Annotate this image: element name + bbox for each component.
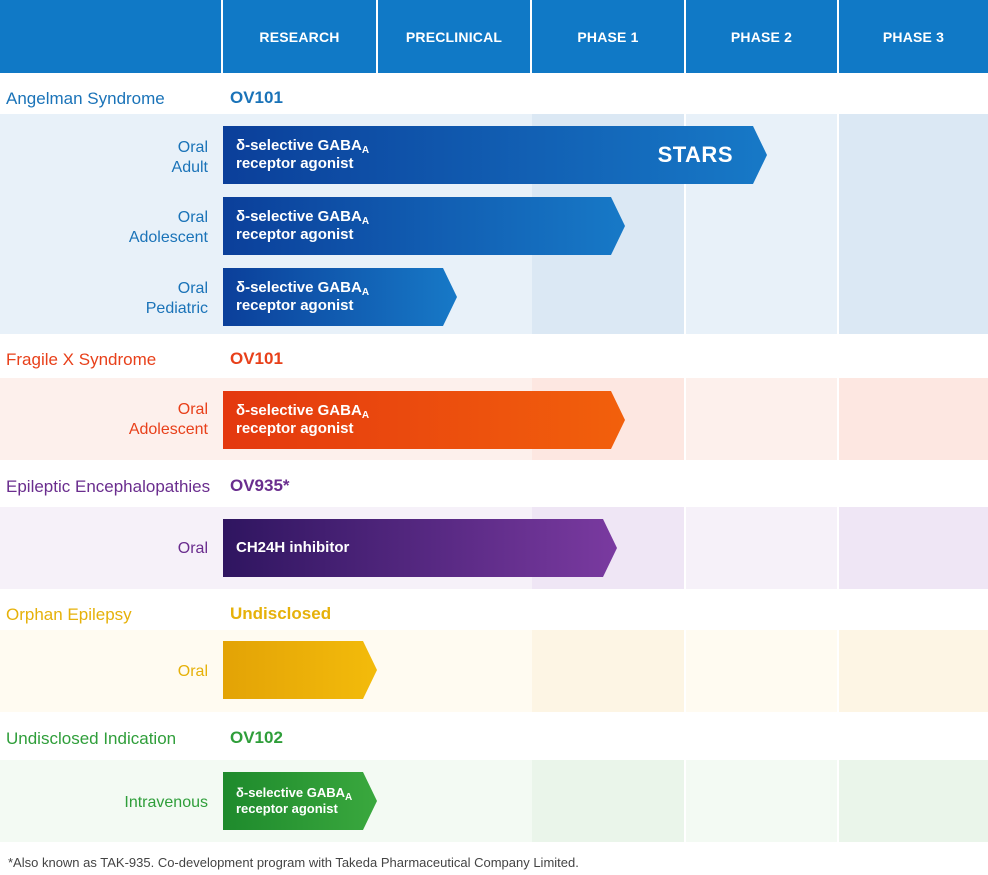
footnote: *Also known as TAK-935. Co-development p… bbox=[8, 855, 579, 870]
phase-header-phase2: PHASE 2 bbox=[686, 0, 837, 73]
drug-orphan: Undisclosed bbox=[230, 604, 332, 623]
route-epileptic-oral: Oral bbox=[177, 540, 208, 557]
drug-fragile-x: OV101 bbox=[230, 349, 283, 368]
band-orphan bbox=[0, 630, 988, 712]
bar-epileptic-oral: CH24H inhibitor bbox=[223, 519, 617, 577]
route-undisclosed-iv: Intravenous bbox=[124, 794, 208, 811]
phase-header-preclinical: PRECLINICAL bbox=[378, 0, 530, 73]
bar-fragile-x-adolescent: δ-selective GABAA receptor agonist bbox=[223, 391, 625, 449]
indication-angelman: Angelman Syndrome bbox=[6, 89, 165, 108]
band-undisclosed bbox=[0, 760, 988, 842]
bar-angelman-adolescent: δ-selective GABAA receptor agonist bbox=[223, 197, 625, 255]
route-angelman-pediatric: Oral Pediatric bbox=[145, 280, 208, 317]
header-left-cell bbox=[0, 0, 221, 73]
indication-fragile-x: Fragile X Syndrome bbox=[6, 350, 157, 369]
bar-angelman-pediatric: δ-selective GABAA receptor agonist bbox=[223, 268, 457, 326]
indication-epileptic: Epileptic Encephalopathies bbox=[6, 477, 211, 496]
route-angelman-adult: Oral Adult bbox=[171, 139, 208, 176]
indication-undisclosed: Undisclosed Indication bbox=[6, 729, 177, 748]
bar-undisclosed-iv: δ-selective GABAA receptor agonist bbox=[223, 772, 377, 830]
drug-angelman: OV101 bbox=[230, 88, 283, 107]
indication-orphan: Orphan Epilepsy bbox=[6, 605, 132, 624]
drug-epileptic: OV935* bbox=[230, 476, 290, 495]
route-angelman-adolescent: Oral Adolescent bbox=[128, 209, 208, 246]
phase-header-phase3: PHASE 3 bbox=[839, 0, 988, 73]
stars-badge: STARS bbox=[657, 142, 733, 167]
route-fragile-x-adolescent: Oral Adolescent bbox=[128, 401, 208, 438]
phase-header-phase1: PHASE 1 bbox=[532, 0, 684, 73]
bar-orphan-oral bbox=[223, 641, 377, 699]
drug-undisclosed: OV102 bbox=[230, 728, 283, 747]
bar-angelman-adult: δ-selective GABAA receptor agonist STARS bbox=[223, 126, 767, 184]
phase-header-research: RESEARCH bbox=[223, 0, 376, 73]
route-orphan-oral: Oral bbox=[177, 663, 208, 680]
